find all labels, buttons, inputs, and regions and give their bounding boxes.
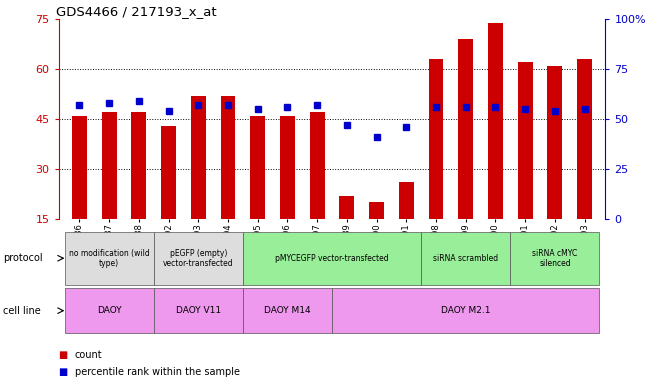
Bar [577,59,592,269]
Text: siRNA cMYC
silenced: siRNA cMYC silenced [533,248,577,268]
Bar [191,96,206,269]
Bar [458,39,473,269]
Bar [488,23,503,269]
Text: pMYCEGFP vector-transfected: pMYCEGFP vector-transfected [275,254,389,263]
Bar [154,232,243,285]
Bar [280,116,295,269]
Bar [64,232,154,285]
Text: DAOY M2.1: DAOY M2.1 [441,306,490,315]
Text: DAOY M14: DAOY M14 [264,306,311,315]
Bar [518,63,533,269]
Bar [72,116,87,269]
Text: protocol: protocol [3,253,43,263]
Bar [547,66,562,269]
Bar [332,288,600,333]
Text: DAOY: DAOY [97,306,122,315]
Text: DAOY V11: DAOY V11 [176,306,221,315]
Bar [243,288,332,333]
Bar [369,202,384,269]
Bar [132,113,146,269]
Text: ■: ■ [59,350,68,360]
Bar [399,182,414,269]
Bar [154,288,243,333]
Bar [250,116,265,269]
Bar [102,113,117,269]
Text: pEGFP (empty)
vector-transfected: pEGFP (empty) vector-transfected [163,248,234,268]
Text: ■: ■ [59,367,68,377]
Bar [64,288,154,333]
Text: cell line: cell line [3,306,41,316]
Text: GDS4466 / 217193_x_at: GDS4466 / 217193_x_at [56,5,217,18]
Bar [510,232,600,285]
Bar [428,59,443,269]
Text: percentile rank within the sample: percentile rank within the sample [75,367,240,377]
Bar [421,232,510,285]
Text: no modification (wild
type): no modification (wild type) [69,248,150,268]
Text: count: count [75,350,102,360]
Bar [339,195,354,269]
Bar [243,232,421,285]
Text: siRNA scrambled: siRNA scrambled [433,254,498,263]
Bar [221,96,236,269]
Bar [310,113,325,269]
Bar [161,126,176,269]
